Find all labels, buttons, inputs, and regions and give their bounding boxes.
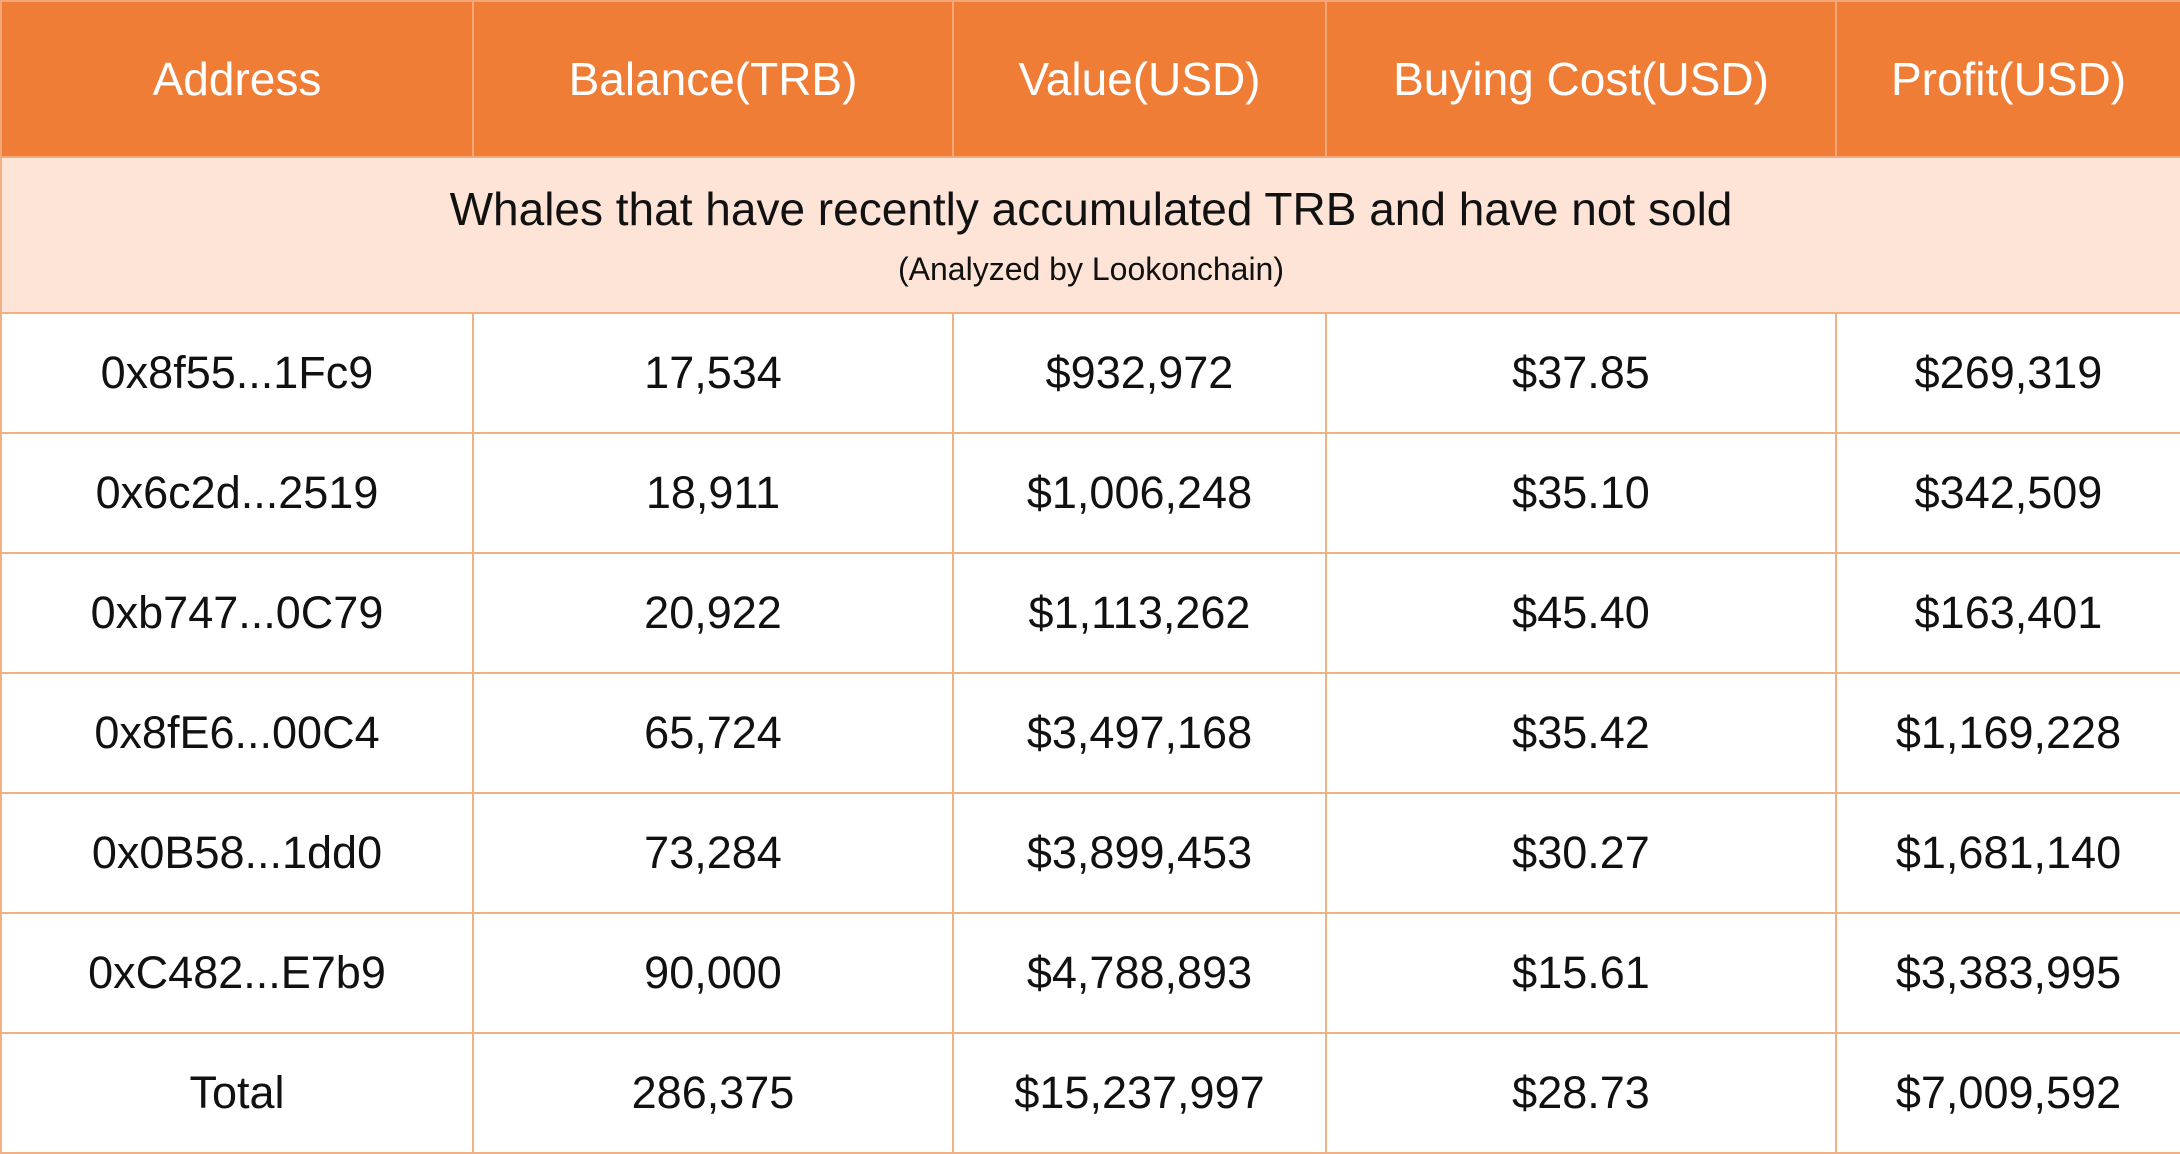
header-buying-cost: Buying Cost(USD) xyxy=(1325,0,1837,158)
cell-address: 0xC482...E7b9 xyxy=(0,912,474,1034)
cell-profit: $163,401 xyxy=(1835,552,2180,674)
cell-buying-cost: $45.40 xyxy=(1325,552,1837,674)
cell-value: $1,006,248 xyxy=(952,432,1327,554)
header-value: Value(USD) xyxy=(952,0,1327,158)
cell-balance: 90,000 xyxy=(472,912,954,1034)
table-row: 0xC482...E7b9 90,000 $4,788,893 $15.61 $… xyxy=(0,912,2180,1034)
header-profit: Profit(USD) xyxy=(1835,0,2180,158)
table-row: 0x8fE6...00C4 65,724 $3,497,168 $35.42 $… xyxy=(0,672,2180,794)
cell-buying-cost: $35.42 xyxy=(1325,672,1837,794)
cell-profit: $1,681,140 xyxy=(1835,792,2180,914)
cell-profit: $3,383,995 xyxy=(1835,912,2180,1034)
total-label: Total xyxy=(0,1032,474,1154)
cell-balance: 17,534 xyxy=(472,312,954,434)
cell-buying-cost: $35.10 xyxy=(1325,432,1837,554)
cell-value: $3,497,168 xyxy=(952,672,1327,794)
banner-row: Whales that have recently accumulated TR… xyxy=(0,156,2180,314)
cell-balance: 65,724 xyxy=(472,672,954,794)
total-balance: 286,375 xyxy=(472,1032,954,1154)
cell-profit: $342,509 xyxy=(1835,432,2180,554)
total-buying-cost: $28.73 xyxy=(1325,1032,1837,1154)
total-row: Total 286,375 $15,237,997 $28.73 $7,009,… xyxy=(0,1032,2180,1154)
banner-subtitle: (Analyzed by Lookonchain) xyxy=(897,251,1284,288)
total-profit: $7,009,592 xyxy=(1835,1032,2180,1154)
cell-buying-cost: $15.61 xyxy=(1325,912,1837,1034)
total-value: $15,237,997 xyxy=(952,1032,1327,1154)
cell-address: 0xb747...0C79 xyxy=(0,552,474,674)
header-row: Address Balance(TRB) Value(USD) Buying C… xyxy=(0,0,2180,158)
header-balance: Balance(TRB) xyxy=(472,0,954,158)
cell-profit: $269,319 xyxy=(1835,312,2180,434)
cell-value: $1,113,262 xyxy=(952,552,1327,674)
cell-value: $3,899,453 xyxy=(952,792,1327,914)
cell-address: 0x8f55...1Fc9 xyxy=(0,312,474,434)
table-row: 0x8f55...1Fc9 17,534 $932,972 $37.85 $26… xyxy=(0,312,2180,434)
cell-address: 0x6c2d...2519 xyxy=(0,432,474,554)
banner-cell: Whales that have recently accumulated TR… xyxy=(0,156,2180,314)
cell-balance: 20,922 xyxy=(472,552,954,674)
cell-address: 0x8fE6...00C4 xyxy=(0,672,474,794)
cell-buying-cost: $30.27 xyxy=(1325,792,1837,914)
table-row: 0x0B58...1dd0 73,284 $3,899,453 $30.27 $… xyxy=(0,792,2180,914)
cell-address: 0x0B58...1dd0 xyxy=(0,792,474,914)
table-row: 0xb747...0C79 20,922 $1,113,262 $45.40 $… xyxy=(0,552,2180,674)
cell-balance: 73,284 xyxy=(472,792,954,914)
cell-balance: 18,911 xyxy=(472,432,954,554)
cell-profit: $1,169,228 xyxy=(1835,672,2180,794)
cell-value: $932,972 xyxy=(952,312,1327,434)
cell-value: $4,788,893 xyxy=(952,912,1327,1034)
banner-title: Whales that have recently accumulated TR… xyxy=(449,182,1733,235)
header-address: Address xyxy=(0,0,474,158)
table-row: 0x6c2d...2519 18,911 $1,006,248 $35.10 $… xyxy=(0,432,2180,554)
cell-buying-cost: $37.85 xyxy=(1325,312,1837,434)
